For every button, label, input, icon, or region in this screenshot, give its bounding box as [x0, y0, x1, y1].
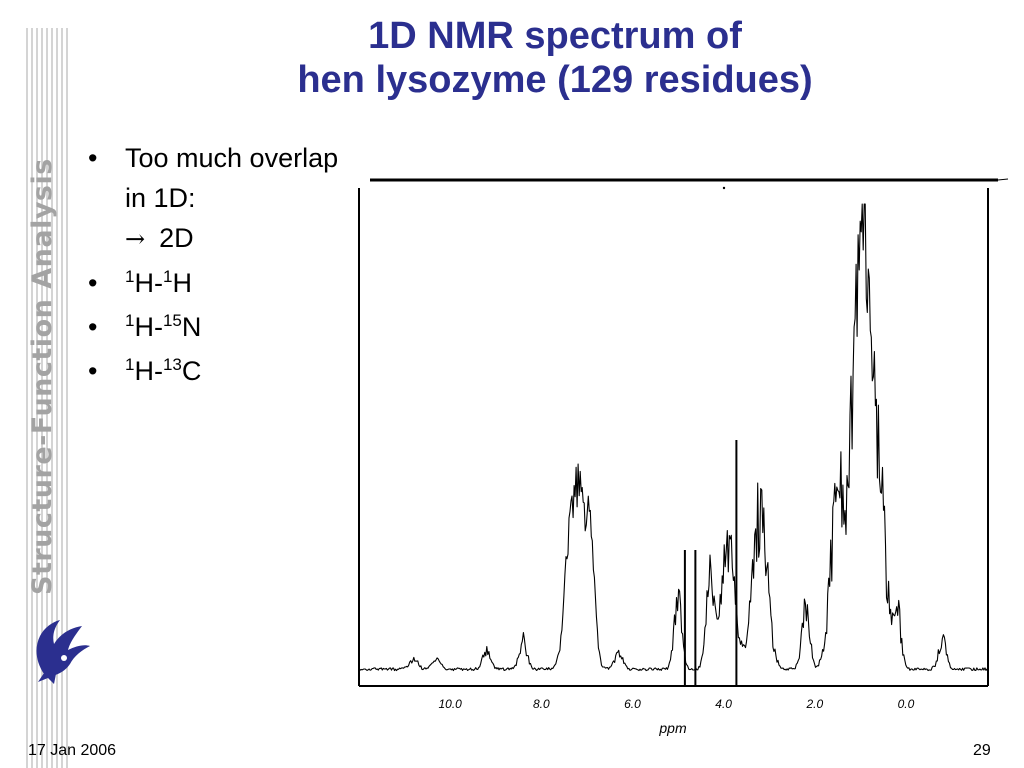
nmr-spectrum-chart: 10.0 8.0 6.0 4.0 2.0 0.0 ppm	[358, 178, 1009, 736]
bullet-symbol: •	[88, 356, 98, 386]
title-line-2: hen lysozyme (129 residues)	[297, 59, 813, 101]
spectrum-line	[358, 203, 989, 672]
bullet-h-h: • 1H-1H	[88, 263, 358, 303]
sidebar-title: Structure-Function Analysis	[27, 158, 58, 595]
isotope-element: H-	[134, 268, 163, 298]
bullet-symbol: •	[88, 143, 98, 173]
page-number: 29	[973, 742, 991, 759]
isotope-mass: 1	[125, 354, 135, 374]
x-tick-label: 6.0	[624, 697, 641, 711]
right-arrow-icon: →	[125, 225, 146, 253]
x-tick-label: 8.0	[533, 697, 550, 711]
x-axis-ticks: 10.0 8.0 6.0 4.0 2.0 0.0	[438, 697, 914, 711]
bullet-tail: 2D	[159, 223, 194, 253]
isotope-mass: 1	[125, 310, 135, 330]
isotope-mass: 15	[162, 310, 182, 330]
isotope-element: N	[181, 312, 202, 342]
x-tick-label: 4.0	[715, 697, 732, 711]
x-axis-label: ppm	[658, 720, 687, 736]
x-tick-label: 2.0	[805, 697, 823, 711]
bullet-overlap: • Too much overlap in 1D: → 2D	[88, 138, 358, 259]
bullet-symbol: •	[88, 312, 98, 342]
title-line-1: 1D NMR spectrum of	[368, 15, 742, 57]
bullet-h-c: • 1H-13C	[88, 351, 358, 391]
top-reference-line-tail	[997, 178, 1009, 181]
bullet-list: • Too much overlap in 1D: → 2D • 1H-1H • …	[88, 138, 358, 395]
bullet-symbol: •	[88, 268, 98, 298]
bullet-h-n: • 1H-15N	[88, 307, 358, 347]
x-tick-label: 0.0	[898, 697, 915, 711]
spectrum-dot-mark	[722, 186, 726, 190]
griffin-logo-icon	[36, 620, 90, 684]
bullet-text: Too much overlap in 1D:	[125, 143, 339, 213]
isotope-element: C	[181, 356, 202, 386]
x-tick-label: 10.0	[438, 697, 462, 711]
isotope-element: H	[172, 268, 192, 298]
isotope-element: H-	[134, 356, 163, 386]
slide-title: 1D NMR spectrum of hen lysozyme (129 res…	[120, 14, 990, 102]
isotope-element: H-	[134, 312, 163, 342]
isotope-mass: 13	[162, 354, 182, 374]
isotope-mass: 1	[162, 266, 173, 286]
isotope-mass: 1	[125, 266, 135, 286]
footer-date: 17 Jan 2006	[28, 742, 117, 759]
